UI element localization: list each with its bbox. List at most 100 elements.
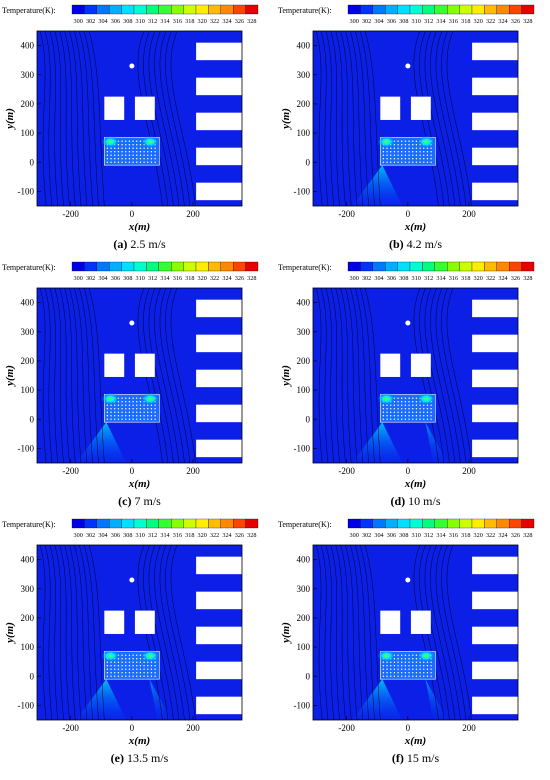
y-tick-label: 0	[306, 157, 311, 167]
heat-source-dot	[419, 418, 421, 420]
heat-source-dot	[430, 672, 432, 674]
heat-source-dot	[382, 154, 385, 156]
hot-spot	[417, 649, 436, 662]
heat-source-dot	[154, 665, 156, 667]
heat-source-dot	[393, 154, 396, 156]
colorbar-swatch	[84, 518, 97, 529]
hot-spot	[141, 392, 160, 405]
heat-source-dot	[117, 668, 120, 670]
heat-source-dot	[415, 154, 418, 156]
colorbar-tick-label: 326	[511, 532, 520, 539]
heat-source-dot	[386, 154, 388, 156]
y-tick-label: -100	[294, 443, 311, 453]
heat-source-dot	[404, 151, 407, 153]
x-tick-label: 200	[462, 209, 476, 219]
colorbar-swatch	[220, 4, 234, 15]
monitor-point	[129, 577, 135, 583]
streamline	[350, 545, 364, 720]
plot-frame	[312, 30, 519, 207]
colorbar-swatch	[133, 261, 147, 272]
heat-source-dot	[426, 661, 429, 663]
heat-source-dot	[415, 161, 418, 163]
streamline	[64, 545, 76, 720]
heat-source-dot	[426, 411, 429, 413]
heat-source-dot	[382, 418, 385, 420]
heat-source-dot	[401, 404, 403, 406]
streamline	[64, 288, 76, 463]
heat-source-dot	[397, 140, 399, 142]
heat-source-dot	[382, 411, 385, 413]
colorbar-tick-label: 310	[412, 532, 421, 539]
panel-c: Temperature(K):300 302 304 306 308 310 312 314 3…	[2, 261, 259, 508]
heat-source-dot	[415, 668, 418, 670]
heat-source-dot	[408, 147, 410, 149]
heat-source-dot	[139, 401, 142, 403]
heat-source-dot	[423, 418, 425, 420]
y-tick-label: 300	[297, 70, 311, 80]
heat-source-dot	[136, 658, 138, 660]
colorbar-swatch	[71, 4, 85, 15]
hot-spot	[101, 392, 120, 405]
heat-source-dot	[419, 404, 421, 406]
heat-source-dot	[382, 415, 385, 417]
x-tick-label: -200	[338, 209, 355, 219]
heat-source-dot	[110, 147, 112, 149]
streamline	[78, 545, 93, 720]
colorbar-swatch	[484, 518, 497, 529]
streamline	[83, 31, 99, 206]
building	[472, 439, 518, 458]
heat-source-dot	[114, 418, 116, 420]
heat-source-dot	[423, 161, 425, 163]
heat-source-dot	[121, 404, 123, 406]
colorbar: Temperature(K): 300 302 304 306 308 310 312 314 3…	[2, 518, 259, 539]
heat-source-dot	[390, 668, 392, 670]
building	[472, 299, 518, 318]
monitor-point	[405, 320, 411, 326]
heat-source-dot	[423, 151, 425, 153]
colorbar-swatch	[509, 261, 522, 272]
colorbar-swatch	[385, 261, 398, 272]
building	[196, 334, 242, 353]
colorbar-swatch	[521, 518, 535, 529]
colorbar: Temperature(K): 300 302 304 306 308 310 312 314 3…	[2, 261, 259, 282]
heat-source-dot	[404, 654, 407, 656]
heat-source-dot	[117, 404, 120, 406]
y-tick-label: 400	[297, 298, 311, 308]
heat-source-dot	[128, 147, 131, 149]
heat-source-dot	[128, 401, 131, 403]
streamline	[165, 288, 191, 463]
y-tick-label: 0	[30, 157, 35, 167]
heat-source-dot	[136, 151, 138, 153]
colorbar-title: Temperature(K):	[278, 263, 332, 272]
colorbar-tick-label: 306	[387, 18, 396, 25]
colorbar-tick-label: 328	[247, 532, 256, 539]
colorbar-tick-label: 326	[511, 18, 520, 25]
heat-source-dot	[430, 408, 432, 410]
colorbar-tick-label: 312	[148, 275, 157, 282]
x-tick-label: 200	[186, 723, 200, 733]
colorbar: Temperature(K): 300 302 304 306 308 310 312 314 3…	[278, 261, 535, 282]
heat-source-dot	[382, 665, 385, 667]
heat-source-dot	[404, 158, 407, 160]
heat-source-dot	[125, 404, 127, 406]
heat-source-dot	[121, 411, 123, 413]
heat-source-dot	[136, 161, 138, 163]
heat-source-dot	[415, 675, 418, 677]
heat-source-dot	[110, 661, 112, 663]
heat-source-dot	[117, 418, 120, 420]
colorbar-tick-label: 304	[374, 18, 383, 25]
heat-source-dot	[139, 144, 142, 146]
heat-source-dot	[426, 404, 429, 406]
streamline	[364, 545, 381, 720]
x-tick-label: -200	[338, 723, 355, 733]
colorbar-tick-label: 306	[111, 18, 120, 25]
heat-source-dot	[136, 140, 138, 142]
building	[472, 404, 518, 423]
heat-source-dot	[415, 661, 418, 663]
heat-source-dot	[147, 415, 149, 417]
heat-source-dot	[404, 672, 407, 674]
heat-source-dot	[128, 661, 131, 663]
heat-source-dot	[423, 668, 425, 670]
hot-spot	[101, 649, 120, 662]
heat-source-dot	[147, 404, 149, 406]
